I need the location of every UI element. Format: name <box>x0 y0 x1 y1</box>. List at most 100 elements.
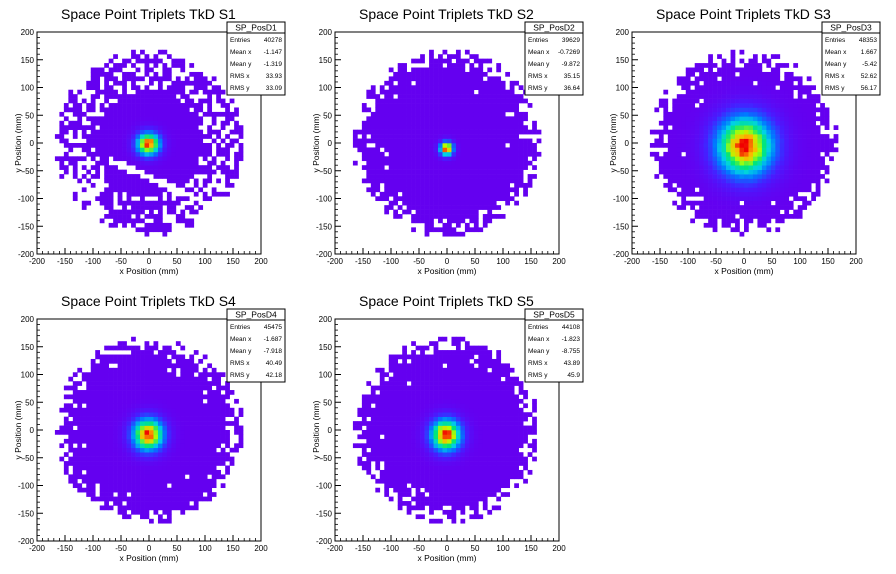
heatmap-cell <box>157 191 163 197</box>
heatmap-cell <box>166 487 172 493</box>
heatmap-cell <box>140 218 145 224</box>
heatmap-cell <box>721 94 727 99</box>
heatmap-cell <box>104 111 109 117</box>
heatmap-cell <box>126 214 132 219</box>
heatmap-cell <box>788 200 794 206</box>
heatmap-cell <box>180 474 186 480</box>
heatmap-cell <box>113 125 118 130</box>
heatmap-cell <box>761 169 767 175</box>
heatmap-cell <box>500 147 506 153</box>
heatmap-cell <box>752 76 758 82</box>
heatmap-cell <box>770 94 776 99</box>
heatmap-cell <box>149 385 154 391</box>
heatmap-cell <box>126 443 132 449</box>
heatmap-cell <box>726 174 731 179</box>
heatmap-cell <box>113 111 118 117</box>
heatmap-cell <box>90 421 96 426</box>
heatmap-cell <box>225 421 230 426</box>
heatmap-cell <box>90 94 96 99</box>
heatmap-cell <box>752 67 758 73</box>
heatmap-cell <box>225 156 230 162</box>
heatmap-cell <box>532 125 537 130</box>
heatmap-cell <box>113 483 118 489</box>
heatmap-cell <box>460 143 466 148</box>
heatmap-cell <box>788 205 794 210</box>
heatmap-cell <box>153 218 159 224</box>
heatmap-cell <box>447 227 452 233</box>
heatmap-cell <box>487 85 493 91</box>
heatmap-cell <box>505 125 511 130</box>
heatmap-cell <box>140 430 145 435</box>
heatmap-cell <box>712 187 718 193</box>
heatmap-cell <box>460 134 466 139</box>
heatmap-cell <box>690 160 696 166</box>
heatmap-cell <box>739 49 745 55</box>
heatmap-cell <box>117 120 123 126</box>
heatmap-cell <box>99 456 105 462</box>
heatmap-cell <box>95 71 101 77</box>
heatmap-cell <box>411 178 416 184</box>
heatmap-cell <box>157 120 163 126</box>
heatmap-cell <box>175 474 181 480</box>
heatmap-cell <box>361 120 367 126</box>
heatmap-cell <box>797 76 803 82</box>
heatmap-cell <box>676 169 682 175</box>
heatmap-cell <box>140 438 145 444</box>
heatmap-cell <box>721 187 727 193</box>
heatmap-cell <box>375 151 381 157</box>
heatmap-cell <box>482 103 488 108</box>
x-tick-label: -50 <box>115 544 127 553</box>
heatmap-cell <box>739 214 745 219</box>
heatmap-cell <box>117 469 123 475</box>
heatmap-cell <box>117 129 123 135</box>
heatmap-cell <box>518 165 524 170</box>
heatmap-cell <box>166 227 172 233</box>
heatmap-cell <box>788 107 794 113</box>
heatmap-cell <box>370 111 376 117</box>
heatmap-cell <box>238 438 244 444</box>
heatmap-cell <box>402 116 407 122</box>
heatmap-cell <box>406 129 412 135</box>
heatmap-cell <box>775 169 781 175</box>
heatmap-cell <box>775 67 781 73</box>
heatmap-cell <box>735 111 740 117</box>
heatmap-cell <box>717 134 722 139</box>
heatmap-cell <box>784 191 790 197</box>
heatmap-cell <box>833 138 839 144</box>
heatmap-cell <box>406 169 412 175</box>
heatmap-cell <box>99 469 105 475</box>
heatmap-cell <box>379 89 385 95</box>
heatmap-cell <box>708 54 713 59</box>
heatmap-cell <box>712 147 718 153</box>
heatmap-cell <box>104 381 109 386</box>
x-tick-label: 150 <box>226 544 240 553</box>
heatmap-cell <box>438 214 443 219</box>
heatmap-cell <box>402 196 407 202</box>
heatmap-cell <box>193 116 199 122</box>
heatmap-cell <box>523 165 528 170</box>
heatmap-cell <box>518 174 524 179</box>
heatmap-cell <box>784 174 790 179</box>
heatmap-cell <box>193 134 199 139</box>
heatmap-cell <box>712 209 718 215</box>
heatmap-cell <box>202 461 208 466</box>
heatmap-cell <box>171 390 177 395</box>
heatmap-cell <box>149 165 154 170</box>
heatmap-cell <box>202 196 208 202</box>
heatmap-cell <box>473 80 479 86</box>
heatmap-cell <box>406 107 412 113</box>
heatmap-cell <box>193 200 199 206</box>
heatmap-cell <box>225 174 230 179</box>
heatmap-cell <box>509 103 515 108</box>
heatmap-cell <box>157 147 163 153</box>
heatmap-cell <box>135 496 141 502</box>
heatmap-cell <box>442 89 448 95</box>
heatmap-cell <box>207 165 213 170</box>
heatmap-cell <box>99 496 105 502</box>
heatmap-cell <box>491 89 497 95</box>
heatmap-cell <box>424 222 430 228</box>
heatmap-cell <box>216 143 221 148</box>
heatmap-cell <box>424 187 430 193</box>
heatmap-cell <box>726 85 731 91</box>
heatmap-cell <box>234 398 239 404</box>
